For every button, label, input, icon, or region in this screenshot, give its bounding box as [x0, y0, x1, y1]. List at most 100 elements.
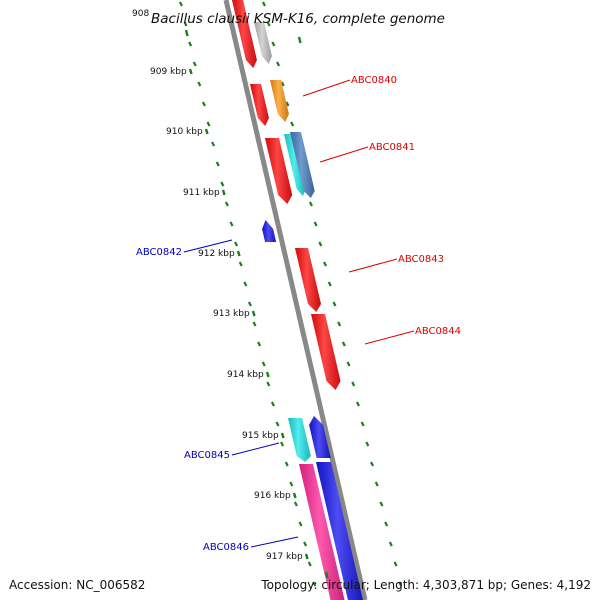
map-title: Bacillus clausii KSM-K16, complete genom… — [151, 11, 445, 27]
kbp-tick-mark — [265, 371, 270, 378]
tick-dot — [257, 341, 262, 347]
tick-dot — [215, 161, 220, 167]
kbp-tick-mark — [280, 432, 285, 439]
kbp-tick-mark — [204, 128, 209, 135]
gene-label[interactable]: ABC0843 — [398, 254, 444, 265]
gene-label-leader — [302, 79, 351, 97]
tick-labels-layer: 909 kbp 910 kbp 911 kbp 912 kbp 913 kbp 914 k… — [150, 29, 329, 579]
tick-dot — [266, 21, 271, 27]
tick-dot — [234, 241, 239, 247]
gene-feature-13 — [299, 464, 345, 600]
tick-dot — [308, 201, 313, 207]
kbp-tick-label: 909 kbp — [150, 67, 187, 77]
gene-arrow-shading — [250, 84, 269, 126]
tick-dot — [384, 521, 389, 527]
tick-dot — [183, 21, 188, 27]
tick-dot — [276, 61, 281, 67]
tick-dot — [346, 361, 351, 367]
inner-tick-track — [178, 1, 317, 587]
gene-label-leader — [231, 442, 280, 456]
gene-arrow-shading — [265, 138, 293, 204]
tick-dot — [188, 41, 193, 47]
tick-dot — [247, 301, 252, 307]
gene-feature-8 — [262, 220, 277, 242]
tick-dot — [275, 421, 280, 427]
tick-dot — [370, 461, 375, 467]
tick-dot — [323, 261, 328, 267]
gene-arrow-shading — [299, 464, 345, 600]
tick-dot — [341, 341, 346, 347]
kbp-tick-mark — [221, 189, 226, 196]
gene-feature-2 — [254, 22, 272, 64]
gene-label[interactable]: ABC0841 — [369, 142, 415, 153]
tick-dot — [388, 541, 393, 547]
kbp-tick-label: 915 kbp — [242, 431, 279, 441]
kbp-tick-label: 913 kbp — [213, 309, 250, 319]
gene-feature-3 — [250, 84, 269, 126]
kbp-tick-mark — [188, 68, 193, 75]
kbp-tick-label: 914 kbp — [227, 370, 264, 380]
tick-dot — [211, 141, 216, 147]
gene-label-leader — [364, 330, 415, 345]
accession-text: Accession: NC_006582 — [9, 578, 146, 592]
gene-label[interactable]: ABC0845 — [184, 450, 230, 461]
tick-dot — [178, 1, 183, 7]
tick-dot — [229, 221, 234, 227]
tick-dot — [303, 541, 308, 547]
tick-dot — [398, 581, 403, 587]
gene-label[interactable]: ABC0844 — [415, 326, 461, 337]
tick-dot — [270, 401, 275, 407]
gene-arrow-shading — [311, 314, 341, 390]
tick-dot — [201, 101, 206, 107]
tick-dot — [289, 481, 294, 487]
gene-feature-5 — [265, 138, 293, 204]
gene-feature-6 — [284, 134, 306, 196]
kbp-tick-label: 910 kbp — [166, 127, 203, 137]
tick-dot — [206, 121, 211, 127]
tick-dot — [271, 41, 276, 47]
tick-dot — [192, 61, 197, 67]
gene-label-leader — [319, 146, 369, 163]
tick-dot — [374, 481, 379, 487]
gene-label[interactable]: ABC0840 — [351, 75, 397, 86]
tick-dot — [355, 401, 360, 407]
tick-dot — [284, 461, 289, 467]
gene-feature-14 — [316, 462, 363, 600]
gene-arrow-shading — [288, 418, 311, 462]
gene-arrow-shading — [254, 22, 272, 64]
tick-dot — [365, 441, 370, 447]
tick-dot — [313, 221, 318, 227]
gene-label[interactable]: ABC0842 — [136, 247, 182, 258]
tick-dot — [332, 301, 337, 307]
gene-arrow-shading — [262, 220, 277, 242]
tick-dot — [220, 181, 225, 187]
gene-feature-12 — [309, 416, 331, 458]
tick-dot — [318, 241, 323, 247]
gene-arrow-shading — [316, 462, 363, 600]
gene-arrow-shading — [295, 248, 321, 312]
kbp-tick-mark — [251, 310, 256, 317]
gene-arrow-shading — [270, 80, 289, 122]
gene-label[interactable]: ABC0846 — [203, 542, 249, 553]
tick-dot — [312, 581, 317, 587]
kbp-tick-mark — [297, 36, 302, 44]
tick-dot — [285, 101, 290, 107]
gene-features-layer — [232, 0, 363, 600]
gene-feature-1 — [232, 0, 257, 68]
tick-dot — [393, 561, 398, 567]
gene-feature-10 — [311, 314, 341, 390]
tick-dot — [337, 321, 342, 327]
gene-label-leader — [183, 239, 233, 253]
gene-feature-11 — [288, 418, 311, 462]
kbp-tick-label: 916 kbp — [254, 491, 291, 501]
genome-summary-text: Topology: circular; Length: 4,303,871 bp… — [261, 578, 591, 592]
kbp-tick-label: 911 kbp — [183, 188, 220, 198]
kbp-tick-mark — [184, 29, 189, 37]
gene-arrow-shading — [284, 134, 306, 196]
tick-dot — [238, 261, 243, 267]
kbp-tick-mark — [324, 571, 329, 579]
gene-feature-4 — [270, 80, 289, 122]
genome-backbone — [223, 0, 368, 600]
